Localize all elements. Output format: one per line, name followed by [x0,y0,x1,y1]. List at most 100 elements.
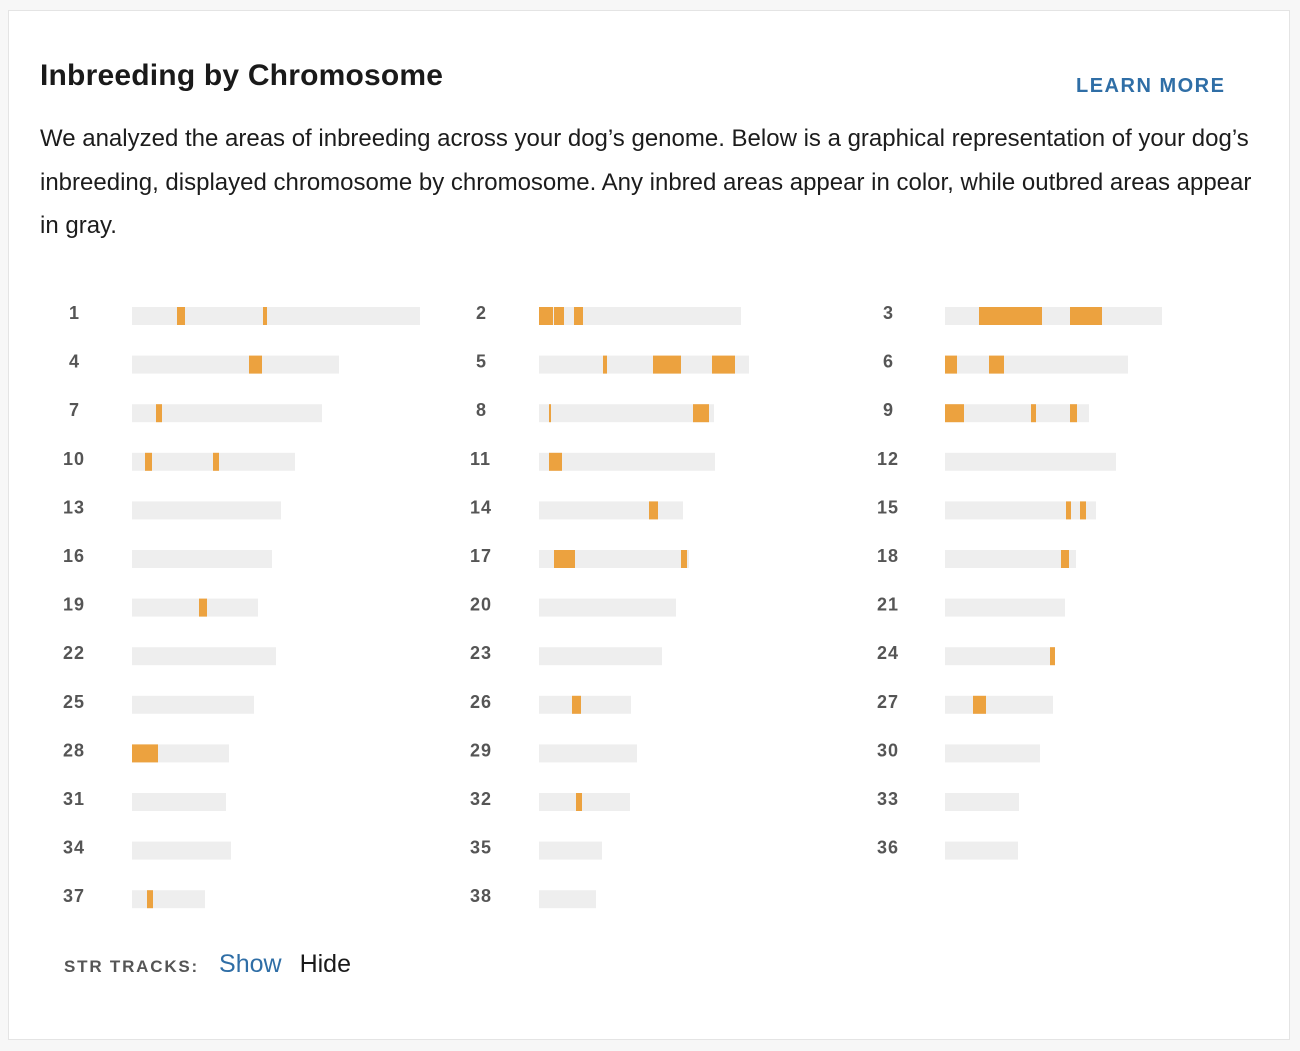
chromosome-label-7: 7 [69,400,80,420]
chromosome-label-37: 37 [63,886,85,906]
chromosome-bar-17 [539,550,689,568]
chromosome-bar-8 [539,404,714,423]
chromosome-bar-38 [539,890,596,909]
chromosome-label-3: 3 [883,303,894,323]
str-show-button[interactable]: Show [219,950,282,978]
chromosome-bar-34 [132,841,231,860]
inbred-segment-17-2 [681,550,687,568]
inbred-segment-7-1 [156,404,162,423]
inbred-segment-26-1 [572,695,581,714]
str-hide-button[interactable]: Hide [299,950,351,978]
chromosome-bar-5 [539,355,749,374]
chromosome-bar-27 [945,695,1053,714]
chromosome-label-9: 9 [883,400,894,420]
chromosome-bar-37 [132,890,205,909]
chromosome-label-29: 29 [470,740,492,760]
chromosome-label-33: 33 [877,789,899,809]
chromosome-label-4: 4 [69,352,80,372]
chromosome-label-16: 16 [63,546,85,566]
inbred-segment-32-1 [576,793,582,811]
chromosome-label-38: 38 [470,886,492,906]
chromosome-bar-15 [945,501,1096,520]
chromosome-label-13: 13 [63,497,85,517]
chromosome-bar-13 [132,501,281,520]
chromosome-label-34: 34 [63,838,85,858]
chromosome-bar-1 [132,307,420,325]
chromosome-label-11: 11 [470,449,491,469]
chromosome-label-35: 35 [470,838,492,858]
inbred-segment-2-3 [574,307,583,325]
inbred-segment-10-2 [213,452,219,471]
inbred-segment-14-1 [649,501,658,520]
chromosome-label-24: 24 [877,643,899,663]
chromosome-bar-25 [132,695,254,714]
chromosome-label-8: 8 [476,400,487,420]
inbred-segment-9-2 [1031,404,1036,423]
chromosome-label-15: 15 [877,497,899,517]
chromosome-bar-35 [539,841,602,860]
chromosome-label-31: 31 [63,789,85,809]
inbred-segment-15-1 [1066,501,1071,520]
chromosome-label-28: 28 [63,740,85,760]
chromosome-label-21: 21 [877,595,899,615]
chromosome-bar-16 [132,550,272,568]
chromosome-bar-20 [539,598,676,617]
inbred-segment-2-1 [539,307,553,325]
chromosome-label-20: 20 [470,595,492,615]
str-tracks-label: STR TRACKS: [64,957,200,976]
inbred-segment-4-1 [249,355,262,374]
chromosome-label-18: 18 [877,546,899,566]
chromosome-bar-19 [132,598,258,617]
chromosome-label-10: 10 [63,449,85,469]
chromosome-bar-18 [945,550,1076,568]
inbred-segment-24-1 [1050,647,1055,666]
chromosome-bar-31 [132,793,226,811]
chromosome-bar-6 [945,355,1128,374]
inbred-segment-5-2 [653,355,681,374]
inbred-segment-1-2 [263,307,267,325]
chromosome-bar-26 [539,695,631,714]
chromosome-bar-30 [945,744,1040,763]
chromosome-bar-21 [945,598,1065,617]
chromosome-label-23: 23 [470,643,492,663]
inbreeding-card: Inbreeding by Chromosome LEARN MORE We a… [8,10,1290,1040]
chromosome-label-14: 14 [470,497,492,517]
chromosome-label-19: 19 [63,595,85,615]
chromosome-bar-33 [945,793,1019,811]
chromosome-label-17: 17 [470,546,492,566]
inbred-segment-19-1 [199,598,207,617]
chromosome-bar-24 [945,647,1055,666]
chromosome-bar-32 [539,793,630,811]
inbred-segment-3-2 [1070,307,1102,325]
inbred-segment-2-2 [554,307,564,325]
learn-more-link[interactable]: LEARN MORE [1076,75,1226,97]
chromosome-bar-3 [945,307,1162,325]
inbred-segment-6-2 [989,355,1004,374]
chromosome-bar-4 [132,355,339,374]
chromosome-bar-11 [539,452,715,471]
inbred-segment-11-1 [549,452,562,471]
chromosome-bar-36 [945,841,1018,860]
chromosome-label-26: 26 [470,692,492,712]
chromosome-bar-2 [539,307,741,325]
chromosome-label-12: 12 [877,449,899,469]
inbred-segment-27-1 [973,695,986,714]
inbred-segment-9-1 [945,404,964,423]
inbred-segment-6-1 [945,355,957,374]
chromosome-bar-29 [539,744,637,763]
inbred-segment-37-1 [147,890,153,909]
chromosome-label-27: 27 [877,692,899,712]
inbred-segment-3-1 [979,307,1042,325]
inbred-segment-8-1 [549,404,551,423]
chromosome-bar-22 [132,647,276,666]
inbred-segment-10-1 [145,452,152,471]
inbred-segment-1-1 [177,307,185,325]
inbred-segment-18-1 [1061,550,1069,568]
chromosome-bar-14 [539,501,683,520]
inbred-segment-5-3 [712,355,735,374]
chromosome-label-6: 6 [883,352,894,372]
chromosome-label-36: 36 [877,838,899,858]
chromosome-label-1: 1 [69,303,80,323]
inbred-segment-28-1 [132,744,158,763]
